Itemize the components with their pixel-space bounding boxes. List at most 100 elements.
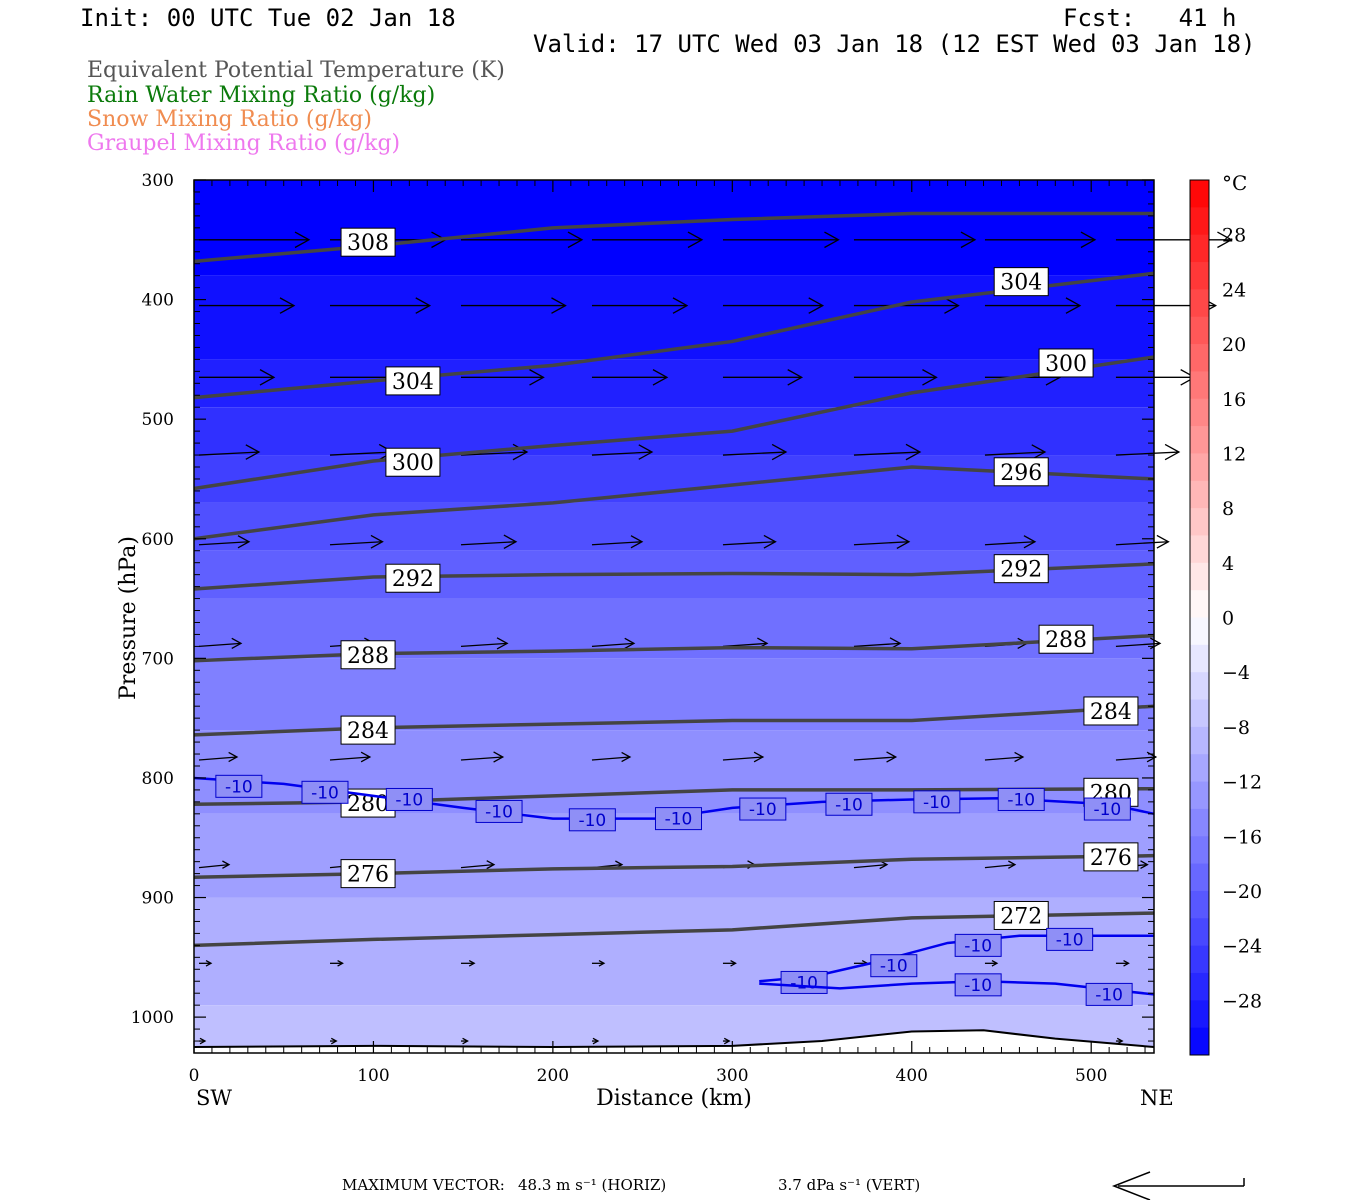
surface-terrain [193,1029,1155,1053]
theta-e-label-text: 300 [1045,352,1087,377]
wind-vector [853,231,977,249]
colorbar-swatch [1190,316,1209,345]
y-tick-label: 900 [142,889,174,909]
colorbar-swatch [1190,836,1209,865]
colorbar-tick-label: −28 [1222,990,1262,1012]
wind-vector [329,534,384,549]
x-tick-label: 500 [1075,1066,1107,1086]
theta-e-label-text: 304 [392,370,434,395]
theta-e-label-text: 276 [1090,846,1132,871]
legend-theta-e: Equivalent Potential Temperature (K) [87,58,505,83]
isotherm-label: -10 [568,808,616,832]
theta-e-contour-272 [193,911,1155,948]
colorbar-swatch [1190,508,1209,536]
wind-vector [591,369,669,386]
theta-e-label-304: 304 [385,366,441,396]
wind-vector [722,534,777,549]
colorbar-tick-label: −16 [1222,826,1262,848]
isotherm-label-text: -10 [749,800,777,820]
isotherm-label: -10 [215,774,263,798]
wind-vector [1115,959,1130,967]
theta-e-label-288: 288 [1038,624,1094,654]
left-end-label: SW [196,1086,232,1110]
isotherm-label-text: -10 [1095,985,1123,1005]
isotherm-label-text: -10 [225,777,253,797]
theta-e-label-text: 292 [392,567,434,592]
theta-e-label-text: 284 [1090,700,1132,725]
temperature-band-3 [194,407,1154,456]
isotherm-label: -10 [913,790,961,814]
colorbar-tick-label: −24 [1222,936,1262,958]
theta-e-label-276: 276 [1083,842,1139,872]
colorbar-tick-label: 20 [1222,334,1246,356]
colorbar-swatch [1190,672,1209,701]
y-tick-label: 300 [142,171,174,191]
wind-vector [329,751,372,763]
theta-e-label-292: 292 [385,563,441,593]
forecast-hour: Fcst: 41 h [1063,4,1237,32]
isotherm-label: -10 [954,933,1002,957]
wind-vector [329,297,432,314]
colorbar-swatch [1190,918,1209,947]
theta-e-label-284: 284 [1083,696,1139,726]
wind-vector [853,297,960,314]
wind-vector [198,444,261,460]
isotherm-label-text: -10 [311,783,339,803]
isotherm-label-text: -10 [578,811,606,831]
isotherm-label: -10 [739,797,787,821]
isotherm-label-text: -10 [395,790,423,810]
wind-vector [591,231,704,249]
colorbar-swatch [1190,453,1209,482]
theta-e-label-text: 288 [347,644,389,669]
wind-vector [1115,1037,1124,1045]
theta-e-label-text: 292 [1000,558,1042,583]
colorbar: 28 24 20 16 12 8 4 0 −4 −8 −12 −16 −20 −24 −28 [1189,179,1262,1056]
theta-e-label-text: 308 [347,231,389,256]
theta-e-label-300: 300 [385,447,441,477]
colorbar-tick-label: 0 [1222,608,1234,630]
wind-vector [591,751,632,763]
colorbar-tick-label: −20 [1222,881,1262,903]
surface-line [193,1029,1155,1049]
wind-vector [722,959,737,967]
colorbar-swatch [1190,562,1209,591]
temperature-band-0 [194,180,1154,276]
colorbar-unit: °C [1222,171,1247,195]
colorbar-swatch [1190,426,1209,454]
theta-e-label-272: 272 [993,900,1049,930]
isotherm-label: -10 [385,787,433,811]
wind-vector [1115,231,1233,249]
isotherm-contours: -10 -10 -10 -10 -10 -10 -10 -10 -10 -10 -10 -10 -10 -… [193,774,1155,1006]
wind-vector [199,297,296,314]
y-tick-label: 400 [142,291,174,311]
isotherm-label: -10 [997,787,1045,811]
y-tick-label: 1000 [131,1008,174,1028]
wind-vector [460,297,567,314]
wind-vector [460,534,518,549]
temperature-band-8 [194,658,1154,731]
colorbar-swatch [1190,207,1209,236]
isotherm-label-text: -10 [964,976,992,996]
legend-graupel: Graupel Mixing Ratio (g/kg) [87,131,401,156]
wind-vector [722,443,788,461]
wind-vector [591,444,654,460]
isotherm-label-text: -10 [485,802,513,822]
ground-mask [194,1030,1154,1053]
x-tick-label: 300 [716,1066,748,1086]
x-tick-label: 400 [896,1066,928,1086]
colorbar-swatch [1190,1027,1209,1056]
colorbar-tick-label: −4 [1222,662,1250,684]
wind-vector [199,231,311,249]
legend-rain-water: Rain Water Mixing Ratio (g/kg) [87,83,436,108]
colorbar-swatch [1190,1000,1209,1029]
wind-vector [984,535,1037,549]
isotherm-label-text: -10 [880,957,908,977]
isotherm-label-text: -10 [964,936,992,956]
theta-e-label-text: 296 [1000,461,1042,486]
max-vector-vert: 3.7 dPa s⁻¹ (VERT) [778,1176,921,1194]
theta-e-label-text: 276 [347,863,389,888]
colorbar-tick-label: 28 [1222,225,1246,247]
colorbar-tick-label: 8 [1222,498,1234,520]
isotherm-label-text: -10 [790,973,818,993]
wind-vector [460,231,584,249]
